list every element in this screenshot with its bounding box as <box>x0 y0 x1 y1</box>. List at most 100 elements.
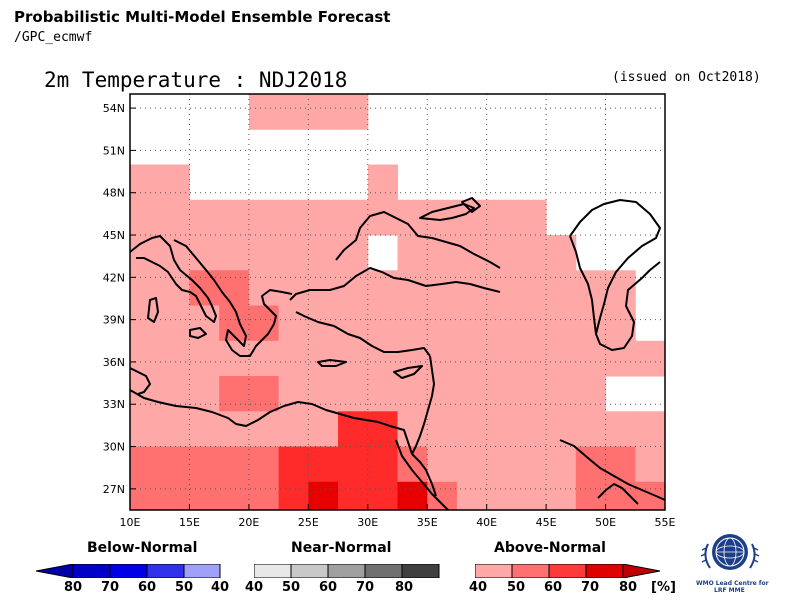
probability-cell <box>159 481 190 510</box>
near-label-60: 60 <box>318 580 338 595</box>
model-subtitle: /GPC_ecmwf <box>14 30 93 45</box>
probability-cell <box>575 481 607 510</box>
near-label-50: 50 <box>281 580 301 595</box>
probability-cell <box>486 305 517 342</box>
probability-cell <box>516 199 547 236</box>
probability-cell <box>427 446 458 483</box>
probability-cell <box>486 340 517 377</box>
probability-cell <box>338 235 369 271</box>
map-frame <box>129 93 666 511</box>
probability-cell <box>308 340 339 377</box>
probability-cell <box>546 376 577 412</box>
wmo-logo-line1: WMO Lead Centre for <box>696 580 769 587</box>
probability-cell <box>456 481 488 510</box>
probability-cell <box>248 481 280 510</box>
probability-cell <box>367 199 398 236</box>
lat-label: 48N <box>103 187 125 200</box>
probability-cell <box>189 235 220 271</box>
probability-cell <box>367 411 398 448</box>
above-arrow <box>622 564 661 578</box>
probability-cell <box>338 481 369 510</box>
above-swatch-50 <box>511 564 550 578</box>
probability-cell <box>427 411 458 448</box>
probability-cell <box>189 340 220 377</box>
near-label-70: 70 <box>355 580 375 595</box>
probability-cell <box>189 270 220 307</box>
above-swatch-40 <box>475 564 513 578</box>
probability-cell <box>248 446 280 483</box>
above-swatch-70 <box>585 564 624 578</box>
probability-cell <box>516 270 547 307</box>
probability-cell <box>575 411 607 448</box>
probability-cell <box>308 446 339 483</box>
probability-cell <box>248 340 280 377</box>
below-label-60: 60 <box>137 580 157 595</box>
probability-cell <box>248 376 280 412</box>
issued-date: (issued on Oct2018) <box>612 70 761 85</box>
probability-cell <box>308 235 339 271</box>
probability-cell <box>130 481 161 510</box>
probability-cell <box>427 481 458 510</box>
probability-cell <box>397 376 428 412</box>
probability-cell <box>367 270 398 307</box>
probability-cell <box>516 305 547 342</box>
probability-cell <box>516 235 547 271</box>
near-normal-colorbar <box>254 564 440 578</box>
probability-cell <box>159 270 190 307</box>
wmo-logo-line2: LRF MME <box>714 587 745 594</box>
probability-cell <box>248 94 280 130</box>
lon-label: 30E <box>357 516 378 529</box>
probability-cell <box>397 270 428 307</box>
percent-unit: [%] <box>651 580 676 595</box>
probability-cell <box>159 340 190 377</box>
probability-cell <box>189 376 220 412</box>
lat-label: 54N <box>103 102 125 115</box>
probability-cell <box>427 305 458 342</box>
probability-cell <box>397 340 428 377</box>
below-label-40: 40 <box>210 580 230 595</box>
probability-cell <box>278 411 309 448</box>
coastline-sea-of-azov <box>461 197 481 213</box>
probability-cell <box>546 305 577 342</box>
probability-cell <box>456 340 488 377</box>
coastline-caspian-west <box>569 235 597 335</box>
probability-cell <box>575 340 607 377</box>
probability-cell <box>486 481 517 510</box>
probability-cell <box>130 446 161 483</box>
probability-cell <box>456 199 488 236</box>
lon-label: 10E <box>120 516 141 529</box>
probability-cell <box>159 411 190 448</box>
probability-cell <box>278 235 309 271</box>
coastline-crimea <box>419 203 475 221</box>
coastline-turkey <box>289 267 501 301</box>
probability-cell <box>278 446 309 483</box>
probability-cells <box>130 94 665 510</box>
probability-cell <box>605 340 636 377</box>
probability-cell <box>605 446 636 483</box>
probability-cell <box>308 376 339 412</box>
lat-label: 33N <box>103 398 125 411</box>
near-label-40: 40 <box>244 580 264 595</box>
lat-label: 36N <box>103 356 125 369</box>
probability-cell <box>338 411 369 448</box>
below-swatch-60 <box>146 564 185 578</box>
probability-cell <box>219 481 250 510</box>
probability-cell <box>456 305 488 342</box>
coastline-libya-egypt <box>130 389 413 455</box>
probability-cell <box>575 270 607 307</box>
above-normal-title: Above-Normal <box>494 540 606 556</box>
below-label-80: 80 <box>63 580 83 595</box>
lat-label: 30N <box>103 441 125 454</box>
below-label-70: 70 <box>100 580 120 595</box>
probability-cell <box>130 411 161 448</box>
probability-cell <box>278 481 309 510</box>
lon-label: 20E <box>238 516 259 529</box>
above-label-80: 80 <box>618 580 638 595</box>
probability-cell <box>486 411 517 448</box>
probability-cell <box>189 199 220 236</box>
probability-cell <box>397 235 428 271</box>
probability-cell <box>635 340 665 377</box>
above-label-60: 60 <box>543 580 563 595</box>
probability-cell <box>516 376 547 412</box>
